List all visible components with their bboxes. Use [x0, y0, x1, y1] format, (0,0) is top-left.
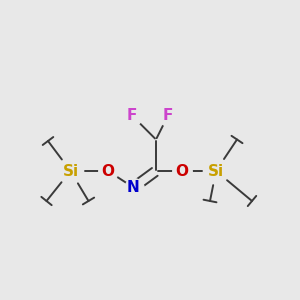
Text: F: F	[127, 108, 137, 123]
Text: O: O	[101, 164, 115, 178]
Text: N: N	[127, 180, 140, 195]
Text: Si: Si	[62, 164, 79, 178]
Text: F: F	[163, 108, 173, 123]
Text: Si: Si	[208, 164, 224, 178]
Text: O: O	[175, 164, 188, 178]
